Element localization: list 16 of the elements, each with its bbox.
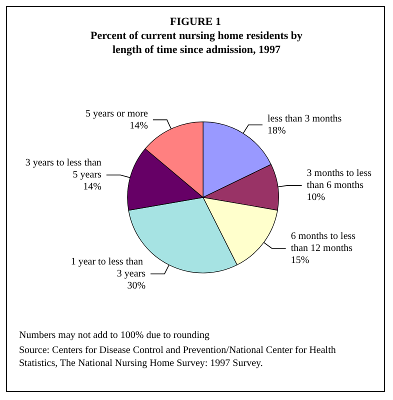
data-label: 15% bbox=[290, 254, 310, 266]
slice-label: 5 years or more bbox=[85, 108, 148, 120]
chart-title: FIGURE 1 bbox=[168, 15, 222, 29]
slice-label: less than 3 months bbox=[268, 113, 342, 124]
slice-label: 1 year to less than 3 years bbox=[70, 256, 146, 280]
data-label: 14% bbox=[83, 182, 102, 193]
data-label: 14% bbox=[130, 120, 148, 132]
data-label: 18% bbox=[268, 125, 286, 136]
slice-label: 6 months to less than 12 months bbox=[290, 230, 358, 254]
data-label: 30% bbox=[127, 280, 146, 292]
text: Numbers may not add to 100% due to rounding bbox=[19, 329, 211, 342]
slice-label: 3 months to less than 6 months bbox=[306, 168, 374, 191]
source-note: Source: Centers for Disease Control and Prevention/National Center for Health Statistics, The National Nursing Home Survey: 1997 Survey. bbox=[19, 344, 337, 370]
slice-label: 3 years to less than 5 years bbox=[25, 158, 102, 181]
data-label: 10% bbox=[306, 192, 326, 203]
chart-subtitle: Percent of current nursing home residents by length of time since admission, 1997 bbox=[89, 29, 304, 57]
